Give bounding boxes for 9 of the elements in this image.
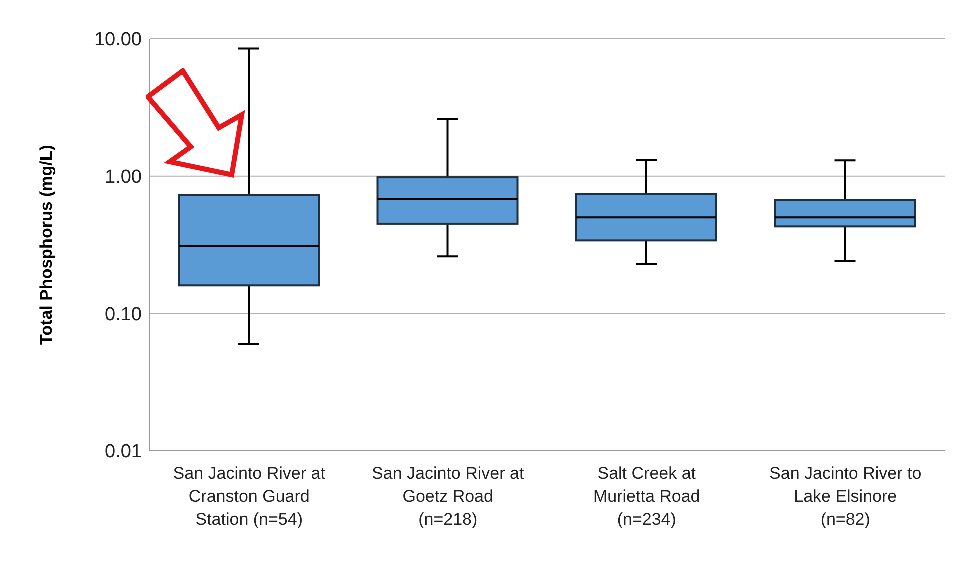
x-tick-label: San Jacinto River at Cranston Guard Station (n=54) <box>173 464 326 529</box>
y-tick-label: 0.01 <box>105 442 142 463</box>
y-axis-title: Total Phosphorus (mg/L) <box>37 145 56 345</box>
y-tick-label: 0.10 <box>105 304 142 326</box>
x-tick-label: Salt Creek at Murietta Road (n=234) <box>593 464 700 529</box>
y-tick-label: 10.00 <box>94 30 142 51</box>
x-tick-label: San Jacinto River to Lake Elsinore (n=82) <box>770 464 922 529</box>
x-tick-label: San Jacinto River at Goetz Road (n=218) <box>372 464 524 529</box>
y-tick-label: 1.00 <box>105 167 142 188</box>
